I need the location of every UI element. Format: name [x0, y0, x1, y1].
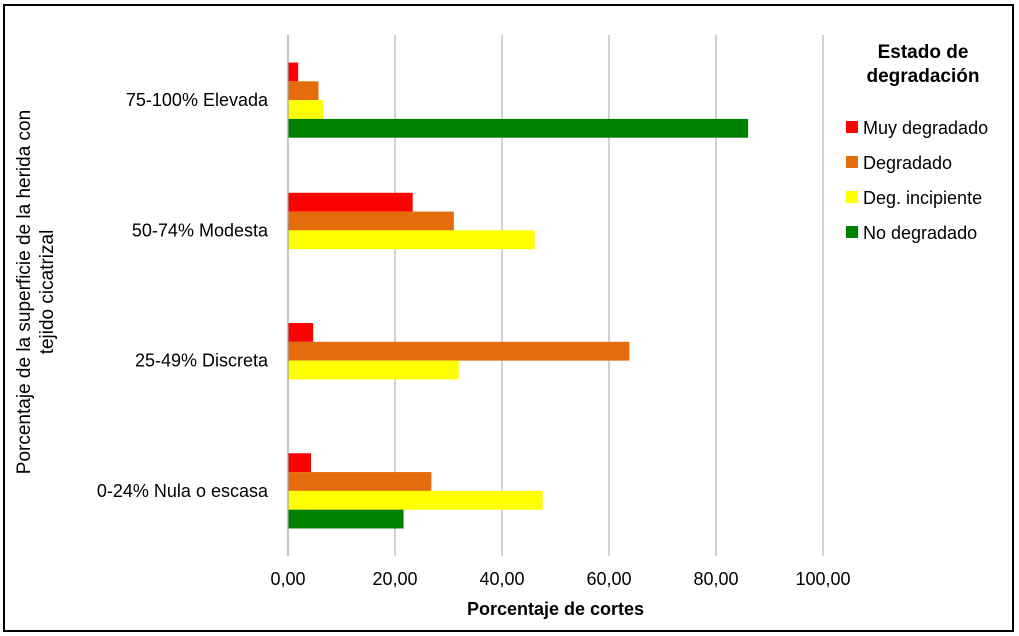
- legend: Estado de degradación Muy degradado Degra…: [846, 42, 988, 243]
- bar-muy-degradado: [288, 62, 299, 82]
- category-labels: 75-100% Elevada 50-74% Modesta 25-49% Disc…: [97, 90, 269, 501]
- bar-deg-incipiente: [288, 360, 459, 380]
- x-tick-label: 20,00: [372, 569, 417, 589]
- legend-label-muy-degradado: Muy degradado: [863, 118, 988, 138]
- bar-chart: 0,00 20,00 40,00 60,00 80,00 100,00 75-100% E…: [14, 35, 988, 619]
- bar-degradado: [288, 81, 319, 101]
- y-axis-title-line-1: Porcentaje de la superficie de la herida…: [14, 110, 35, 474]
- legend-swatch-degradado: [846, 156, 858, 168]
- bar-muy-degradado: [288, 192, 413, 212]
- bar-deg-incipiente: [288, 230, 535, 250]
- bar-deg-incipiente: [288, 100, 324, 119]
- y-axis-title: Porcentaje de la superficie de la herida…: [14, 110, 58, 474]
- legend-title-line-1: Estado de: [878, 42, 969, 63]
- bar-no-degradado: [288, 509, 404, 529]
- bar-degradado: [288, 211, 454, 231]
- bar-degradado: [288, 341, 630, 361]
- legend-swatch-muy-degradado: [846, 121, 858, 133]
- legend-title-line-2: degradación: [867, 66, 980, 87]
- x-axis-title: Porcentaje de cortes: [467, 599, 644, 619]
- category-label: 0-24% Nula o escasa: [97, 481, 269, 501]
- bar-no-degradado: [288, 118, 749, 138]
- x-tick-label: 0,00: [270, 569, 305, 589]
- bars: [288, 62, 749, 529]
- x-tick-label: 80,00: [693, 569, 738, 589]
- x-tick-label: 100,00: [795, 569, 850, 589]
- category-label: 75-100% Elevada: [126, 90, 269, 110]
- y-axis-title-line-2: tejido cicatrizal: [37, 230, 58, 355]
- category-label: 50-74% Modesta: [132, 220, 269, 240]
- gridlines: [394, 35, 824, 556]
- bar-degradado: [288, 472, 432, 491]
- legend-swatch-deg-incipiente: [846, 191, 858, 203]
- x-tick-labels: 0,00 20,00 40,00 60,00 80,00 100,00: [270, 569, 850, 589]
- legend-label-no-degradado: No degradado: [863, 223, 977, 243]
- x-tick-label: 40,00: [479, 569, 524, 589]
- x-tick-label: 60,00: [586, 569, 631, 589]
- bar-muy-degradado: [288, 453, 312, 473]
- chart-frame: 0,00 20,00 40,00 60,00 80,00 100,00 75-100% E…: [3, 4, 1014, 632]
- legend-label-degradado: Degradado: [863, 153, 952, 173]
- legend-label-deg-incipiente: Deg. incipiente: [863, 188, 982, 208]
- legend-swatch-no-degradado: [846, 226, 858, 238]
- category-label: 25-49% Discreta: [135, 351, 269, 371]
- bar-deg-incipiente: [288, 490, 543, 510]
- bar-muy-degradado: [288, 323, 314, 342]
- legend-items: Muy degradado Degradado Deg. incipiente No …: [846, 118, 988, 243]
